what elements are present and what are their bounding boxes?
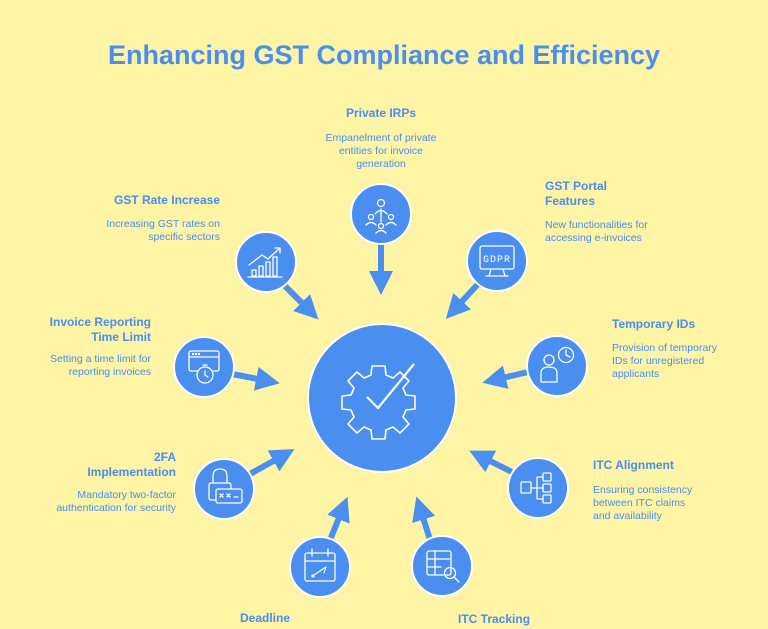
arrow-2fa	[248, 449, 295, 477]
arrow-gst-portal-features	[445, 281, 481, 319]
label-invoice-reporting-time-limit: Invoice Reporting Time Limit	[49, 315, 151, 344]
label-gst-portal-features: GST Portal Features	[545, 179, 608, 208]
desc-itc-alignment: Ensuring consistency between ITC claims …	[593, 484, 693, 522]
label-deadline: Deadline	[240, 611, 291, 625]
gear-check-icon	[341, 363, 416, 440]
people-network-icon	[365, 198, 397, 234]
label-temporary-ids: Temporary IDs	[612, 317, 696, 331]
label-gst-rate-increase: GST Rate Increase	[113, 193, 220, 207]
arrow-gst-rate	[280, 281, 319, 320]
desc-private-irps: Empanelment of private entities for invo…	[325, 132, 437, 170]
flow-branches-icon	[520, 472, 552, 504]
desc-temporary-ids: Provision of temporary IDs for unregiste…	[612, 342, 718, 380]
arrow-itc-alignment	[469, 450, 514, 475]
desc-gst-rate-increase: Increasing GST rates on specific sectors	[106, 218, 220, 243]
arrow-temporary-ids	[482, 365, 529, 389]
person-clock-icon	[540, 346, 575, 383]
label-itc-tracking: ITC Tracking	[458, 612, 531, 626]
calendar-icon	[304, 548, 336, 582]
bar-chart-up-icon	[247, 247, 283, 278]
node-circle-temporary-ids	[526, 335, 588, 397]
gdpr-monitor-icon: GDPR	[479, 245, 515, 277]
arrow-invoice-reporting	[231, 366, 280, 391]
desc-gst-portal-features: New functionalities for accessing e-invo…	[545, 219, 648, 244]
desc-invoice-reporting-time-limit: Setting a time limit for reporting invoi…	[50, 353, 151, 378]
label-private-irps: Private IRPs	[345, 106, 417, 120]
desc-2fa-implementation: Mandatory two-factor authentication for …	[56, 489, 176, 514]
browser-timer-icon	[188, 350, 220, 384]
node-circle-itc-tracking	[411, 535, 473, 597]
node-circle-deadline	[289, 536, 351, 598]
arrow-deadline	[327, 496, 350, 542]
center-node	[307, 323, 457, 473]
label-itc-alignment: ITC Alignment	[593, 458, 674, 472]
svg-text:GDPR: GDPR	[483, 255, 511, 266]
label-2fa-implementation: 2FA Implementation	[87, 450, 176, 479]
page-title: Enhancing GST Compliance and Efficiency	[107, 40, 661, 70]
table-search-icon	[426, 550, 460, 583]
lock-password-icon	[208, 468, 243, 504]
